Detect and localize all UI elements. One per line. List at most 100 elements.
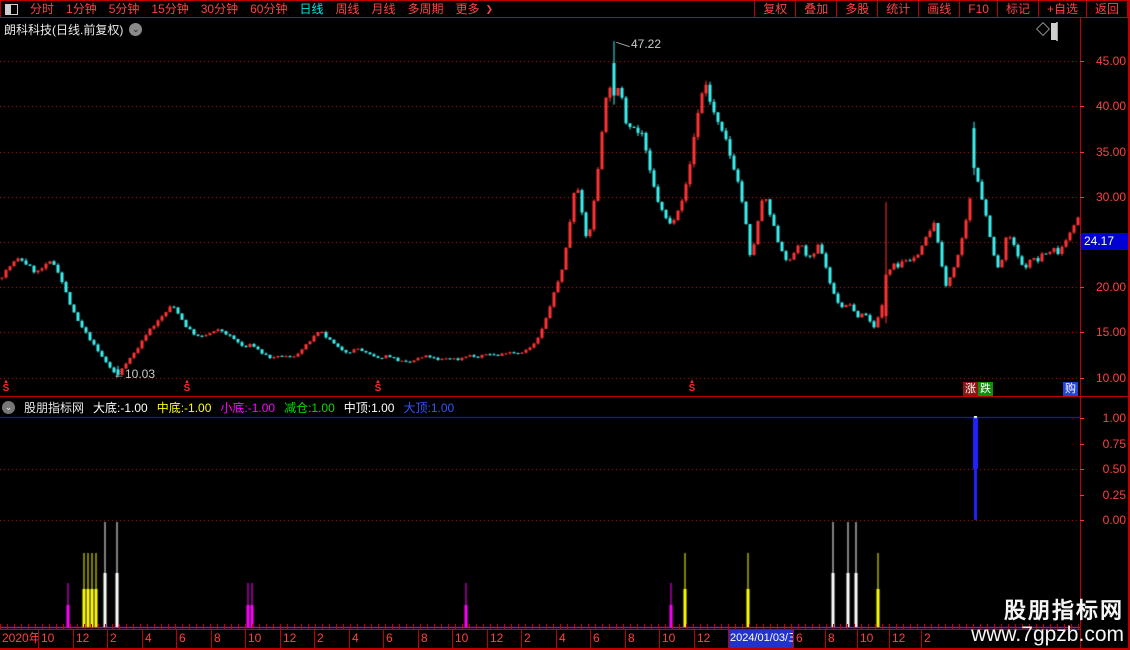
period-tab-4[interactable]: 30分钟 [200, 2, 239, 16]
period-tab-2[interactable]: 5分钟 [108, 2, 140, 16]
price-axis-tick [1080, 196, 1084, 198]
timeline-label: 10 [245, 630, 280, 648]
exright-marker[interactable]: ▲ S [181, 379, 193, 394]
indicator-field-5: 大顶:1.00 [403, 401, 455, 415]
toolbar-button-8[interactable]: 返回 [1085, 1, 1127, 17]
timeline-label: 10 [659, 630, 694, 648]
timeline-label: 4 [556, 630, 590, 648]
toolbar-button-7[interactable]: +自选 [1037, 1, 1086, 17]
timeline-label: 10 [857, 630, 889, 648]
up-arrow-icon: ▲ [184, 379, 190, 385]
timeline-label: 2 [521, 630, 556, 648]
indicator-dropdown-icon[interactable]: ⌄ [2, 401, 15, 414]
gou-badge[interactable]: 购 [1063, 382, 1078, 396]
indicator-axis-tick [1080, 443, 1084, 445]
crosshair-price-badge: 24.17 [1081, 233, 1129, 250]
time-axis-line [0, 629, 1080, 630]
die-badge[interactable]: 跌 [978, 382, 993, 396]
toolbar-button-6[interactable]: 标记 [996, 1, 1038, 17]
exright-marker-letter: S [688, 383, 696, 394]
timeline-label: 2 [107, 630, 142, 648]
exright-marker[interactable]: ▲ S [0, 379, 12, 394]
timeline-label: 10 [38, 630, 73, 648]
price-axis-label: 45.00 [1095, 54, 1126, 69]
indicator-field-2: 小底:-1.00 [220, 401, 276, 415]
period-tab-8[interactable]: 月线 [371, 2, 396, 16]
toolbar-button-3[interactable]: 统计 [877, 1, 918, 17]
timeline-label: 12 [487, 630, 521, 648]
indicator-chart-canvas[interactable] [0, 416, 1080, 630]
exright-marker[interactable]: ▲ S [686, 379, 698, 394]
axis-separator-line [1080, 18, 1081, 650]
indicator-axis-label: 0.50 [1102, 462, 1126, 476]
watermark-url: www.7gpzb.com [971, 623, 1124, 646]
period-tab-1[interactable]: 1分钟 [66, 2, 97, 16]
crosshair-date-badge: 2024/01/03/三 [728, 630, 793, 648]
timeline-label: 6 [383, 630, 418, 648]
indicator-header: ⌄ 股朋指标网 大底:-1.00 中底:-1.00 小底:-1.00 减仓:1.00 中… [2, 399, 454, 416]
timeline-label: 8 [825, 630, 857, 648]
timeline-label: 4 [349, 630, 383, 648]
exright-marker[interactable]: ▲ S [372, 379, 384, 394]
toolbar-button-4[interactable]: 画线 [918, 1, 959, 17]
indicator-axis-tick [1080, 418, 1084, 419]
price-axis-label: 10.00 [1095, 370, 1126, 385]
price-axis-tick [1080, 377, 1084, 379]
price-axis-tick [1080, 332, 1084, 334]
up-arrow-icon: ▲ [3, 379, 9, 385]
timeline-label: 8 [625, 630, 659, 648]
timeline-label: 6 [793, 630, 825, 648]
period-tab-3[interactable]: 15分钟 [151, 2, 189, 16]
price-axis-label: 30.00 [1095, 189, 1126, 204]
indicator-name: 股朋指标网 [24, 401, 85, 415]
indicator-axis-label: 0.00 [1102, 513, 1126, 527]
exright-marker-letter: S [2, 383, 10, 394]
main-chart-canvas[interactable] [0, 25, 1080, 396]
low-annotation: ←10.03 [113, 367, 156, 381]
toolbar-button-0[interactable]: 复权 [754, 1, 795, 17]
indicator-axis-tick [1080, 494, 1084, 496]
toolbar-button-5[interactable]: F10 [959, 1, 997, 17]
watermark-site-name: 股朋指标网 [1003, 598, 1124, 623]
timeline-label: 2 [921, 630, 953, 648]
timeline-label: 4 [142, 630, 176, 648]
up-arrow-icon: ▲ [689, 379, 695, 385]
indicator-axis-label: 0.25 [1102, 487, 1126, 502]
period-tab-10[interactable]: 更多 [455, 2, 480, 16]
toolbar-button-2[interactable]: 多股 [836, 1, 877, 17]
window-right-border [1128, 0, 1130, 650]
price-axis-tick [1080, 151, 1084, 153]
indicator-axis-tick [1080, 520, 1084, 521]
price-axis-label: 40.00 [1095, 99, 1126, 114]
zhang-badge[interactable]: 涨 [963, 382, 978, 396]
period-tab-7[interactable]: 周线 [335, 2, 360, 16]
indicator-field-3: 减仓:1.00 [284, 401, 335, 415]
timeline-label: 12 [73, 630, 107, 648]
timeline-label: 12 [889, 630, 921, 648]
indicator-field-0: 大底:-1.00 [93, 401, 148, 415]
period-tab-6[interactable]: 日线 [299, 2, 324, 16]
price-axis-label: 35.00 [1095, 144, 1126, 159]
price-axis-label: 20.00 [1095, 280, 1126, 295]
top-menu-bar: 分时 1分钟 5分钟 15分钟 30分钟 60分钟 日线 周线 月线 多周期 更多 ❯ 复权 叠加 多股统… [0, 0, 1128, 18]
indicator-field-4: 中顶:1.00 [343, 401, 395, 415]
panel-layout-icon[interactable] [5, 3, 18, 15]
up-arrow-icon: ▲ [375, 379, 381, 385]
period-tab-0[interactable]: 分时 [30, 2, 55, 16]
timeline-label: 2020年 [2, 631, 38, 645]
timeline-label: 10 [452, 630, 487, 648]
timeline-label: 12 [280, 630, 314, 648]
timeline-label: 8 [418, 630, 452, 648]
watermark: 股朋指标网 www.7gpzb.com [971, 598, 1124, 647]
exright-marker-letter: S [374, 383, 382, 394]
price-axis-tick [1080, 61, 1084, 63]
timeline-label: 8 [211, 630, 245, 648]
panel-divider[interactable] [0, 396, 1128, 397]
toolbar-button-1[interactable]: 叠加 [795, 1, 836, 17]
price-axis-tick [1080, 287, 1084, 289]
period-tab-5[interactable]: 60分钟 [250, 2, 288, 16]
indicator-axis-label: 0.75 [1102, 436, 1126, 451]
period-menu: 分时 1分钟 5分钟 15分钟 30分钟 60分钟 日线 周线 月线 多周期 更多 ❯ [1, 1, 493, 17]
period-tab-9[interactable]: 多周期 [407, 2, 444, 16]
